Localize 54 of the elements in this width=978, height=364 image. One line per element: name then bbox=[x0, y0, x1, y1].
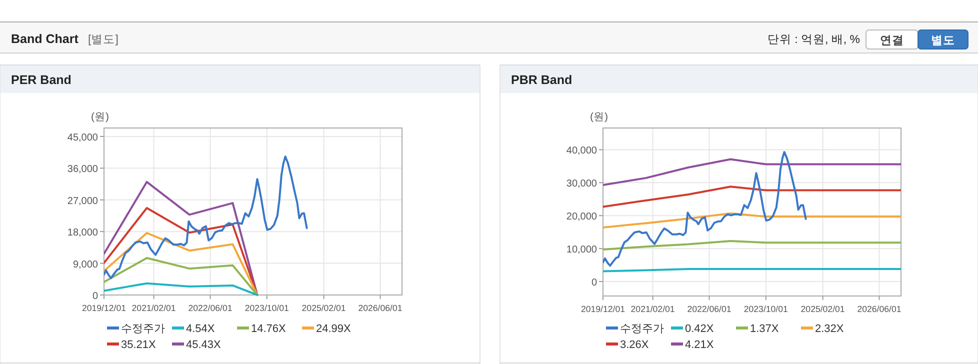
legend-label: 수정주가 bbox=[121, 323, 165, 335]
y-tick-label: 27,000 bbox=[67, 196, 98, 207]
x-tick-label: 2019/12/01 bbox=[580, 304, 626, 314]
legend-label: 24.99X bbox=[316, 323, 352, 335]
y-tick-label: 40,000 bbox=[566, 146, 598, 157]
y-tick-label: 20,000 bbox=[566, 212, 598, 223]
y-axis-title: (원) bbox=[91, 111, 109, 123]
legend-label: 14.76X bbox=[251, 323, 287, 335]
line-series bbox=[603, 240, 901, 251]
legend-label: 4.54X bbox=[186, 323, 216, 335]
y-tick-label: 9,000 bbox=[72, 259, 98, 270]
legend-label: 3.26X bbox=[620, 339, 650, 351]
y-tick-label: 45,000 bbox=[67, 132, 98, 144]
y-tick-label: 0 bbox=[92, 291, 98, 302]
line-series bbox=[603, 151, 807, 267]
legend-label: 4.21X bbox=[685, 339, 714, 351]
x-tick-label: 2021/02/01 bbox=[132, 303, 176, 313]
y-tick-label: 36,000 bbox=[67, 164, 98, 176]
legend-label: 45.43X bbox=[186, 339, 222, 351]
x-tick-label: 2021/02/01 bbox=[630, 304, 675, 314]
line-series bbox=[104, 180, 258, 296]
text: Band Chart bbox=[11, 32, 80, 46]
y-axis-title: (원) bbox=[590, 111, 608, 123]
chart-title: PER Band bbox=[11, 73, 72, 87]
text: 단위 : 억원, 배, % bbox=[767, 34, 860, 46]
legend-label: 35.21X bbox=[121, 339, 157, 351]
x-tick-label: 2022/06/01 bbox=[188, 303, 232, 313]
chart-title: PBR Band bbox=[511, 73, 572, 87]
legend-label: 수정주가 bbox=[620, 323, 664, 335]
x-tick-label: 2026/06/01 bbox=[358, 303, 402, 313]
line-series bbox=[603, 158, 901, 186]
x-tick-label: 2025/02/01 bbox=[800, 304, 845, 314]
text: [별도] bbox=[88, 34, 118, 46]
legend-label: 0.42X bbox=[685, 323, 714, 335]
x-tick-label: 2023/10/01 bbox=[244, 303, 290, 313]
x-tick-label: 2023/10/01 bbox=[744, 304, 788, 314]
y-tick-label: 10,000 bbox=[566, 244, 598, 256]
x-tick-label: 2019/12/01 bbox=[82, 303, 126, 313]
y-tick-label: 30,000 bbox=[566, 178, 598, 190]
x-tick-label: 2022/06/01 bbox=[687, 304, 732, 314]
x-tick-label: 2025/02/01 bbox=[302, 303, 346, 313]
legend-label: 2.32X bbox=[815, 323, 844, 335]
line-series bbox=[603, 212, 901, 228]
line-series bbox=[603, 186, 901, 208]
text: 연결 bbox=[880, 34, 904, 47]
line-series bbox=[104, 232, 258, 296]
legend-label: 1.37X bbox=[750, 323, 780, 335]
line-series bbox=[104, 257, 258, 296]
y-tick-label: 0 bbox=[591, 278, 598, 289]
line-series bbox=[104, 282, 258, 296]
x-tick-label: 2026/06/01 bbox=[857, 304, 902, 314]
y-tick-label: 18,000 bbox=[67, 228, 98, 239]
line-series bbox=[104, 156, 308, 280]
text: 별도 bbox=[931, 34, 955, 47]
